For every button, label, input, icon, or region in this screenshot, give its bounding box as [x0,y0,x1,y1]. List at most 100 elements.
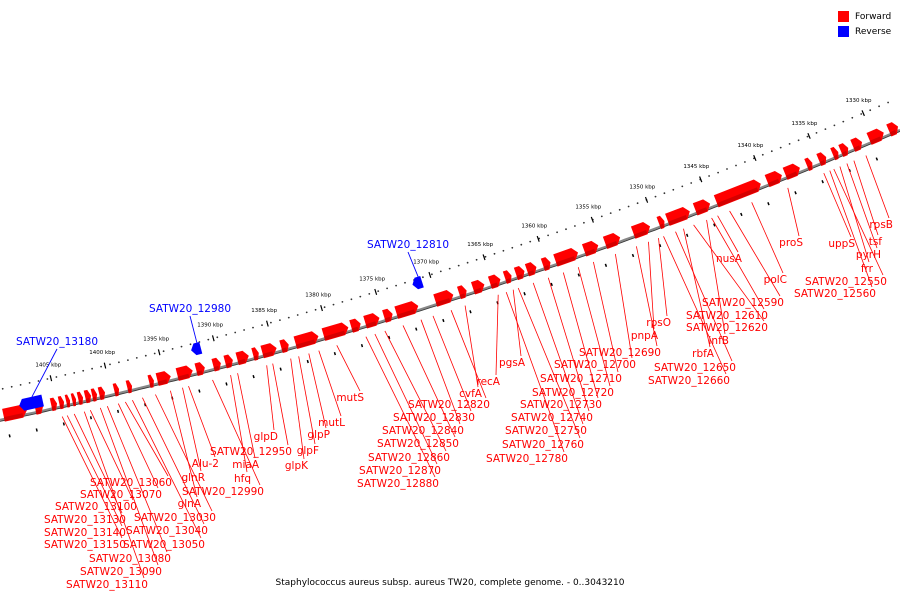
forward-gene-leader [237,373,256,459]
ruler-dot [100,365,102,368]
forward-gene-label: uppS [828,238,855,250]
ruler-tick [482,254,486,261]
reverse-gene-leader [31,348,58,398]
forward-gene [524,262,537,277]
ruler-tick [49,375,53,382]
forward-gene [90,388,98,402]
forward-gene-label: SATW20_12870 [359,465,441,477]
ruler-dot [860,113,863,115]
forward-gene-leader [182,387,202,472]
forward-gene-leader [132,400,202,539]
forward-gene [630,222,651,239]
ruler-tick-label: 1330 kbp [846,98,872,104]
forward-gene-leader [615,253,633,359]
forward-gene-leader [365,336,436,478]
ruler-dot [654,195,657,198]
ruler-tick [536,235,540,242]
forward-gene-shade [114,391,119,397]
forward-gene-label: SATW20_12620 [686,322,768,334]
ruler-dot [779,146,782,149]
scale-mark [35,428,38,432]
forward-gene-leader [547,277,590,412]
ruler-tick [266,320,269,327]
ruler-tick [644,196,649,203]
ruler-dot [404,281,406,284]
forward-gene-label: SATW20_12650 [654,362,736,374]
forward-gene-label: SATW20_13130 [44,514,126,526]
ruler-dot [565,228,567,231]
ruler-dot [171,348,174,350]
forward-gene [175,365,193,381]
scale-mark [360,344,364,348]
forward-gene-leader [298,356,316,445]
forward-gene-label: SATW20_12840 [382,425,464,437]
reverse-gene-arrow [412,275,424,290]
forward-gene-label: SATW20_12780 [486,453,568,465]
ruler-dot [55,376,58,378]
forward-gene-label: rbfA [692,348,715,360]
forward-gene-leader [155,394,213,512]
forward-gene-label: miaA [232,459,260,471]
forward-gene-leader [717,215,739,253]
ruler-tick [753,154,757,162]
forward-gene-label: mutS [336,392,364,404]
forward-gene [433,290,454,307]
forward-gene-shade [92,396,97,402]
forward-gene-shade [785,171,798,180]
ruler-dot [207,338,210,341]
ruler-dot [144,354,147,357]
scale-mark [685,233,689,237]
forward-gene-shade [262,351,274,358]
forward-gene-shade [853,145,861,152]
forward-gene-shade [516,274,523,280]
ruler-tick-label: 1395 kbp [143,337,169,343]
ruler-dot [243,329,246,331]
forward-gene-label: SATW20_12860 [368,452,450,464]
forward-gene-shade [527,270,535,276]
ruler-dot [529,240,532,243]
forward-gene [665,207,690,226]
ruler-dot [761,153,764,156]
forward-gene-shade [78,399,83,405]
ruler-dot [180,345,183,348]
ruler-dot [118,361,120,364]
ruler-tick-label: 1345 kbp [683,164,709,170]
forward-gene-shade [633,229,648,239]
forward-gene [279,339,289,354]
ruler-dot [609,212,612,215]
forward-gene-label: SATW20_13040 [126,525,208,537]
scale-mark [767,202,770,206]
legend: Forward Reverse [838,9,891,39]
forward-gene [293,331,319,349]
forward-gene [349,318,361,333]
forward-gene-shade [51,405,57,411]
ruler-dot [475,258,478,261]
ruler-dot [350,298,353,301]
forward-gene-shade [396,309,416,319]
forward-gene-label: polC [764,274,787,286]
forward-gene-label: SATW20_12690 [579,347,661,359]
ruler-dot [726,168,728,170]
forward-gene-shade [556,256,576,267]
forward-gene [211,357,221,372]
forward-gene-label: infB [709,335,729,347]
ruler-dot [305,311,308,314]
scale-mark [550,282,553,287]
forward-gene-label: glpK [285,460,309,472]
scale-mark [415,327,418,331]
forward-gene-shade [889,129,897,136]
reverse-gene [19,394,44,411]
forward-gene-leader [693,224,765,322]
forward-gene [76,391,84,405]
ruler-tick [157,349,161,356]
forward-gene-leader [170,390,198,498]
scale-mark [279,367,282,371]
forward-gene-label: pnpA [631,330,659,342]
forward-gene-leader [308,353,327,429]
ruler-tick-label: 1340 kbp [737,143,763,149]
forward-gene [502,270,512,284]
forward-gene-label: SATW20_12820 [408,399,490,411]
forward-gene [540,257,551,271]
forward-gene-label: SATW20_12850 [377,438,459,450]
ruler-dot [332,303,335,306]
